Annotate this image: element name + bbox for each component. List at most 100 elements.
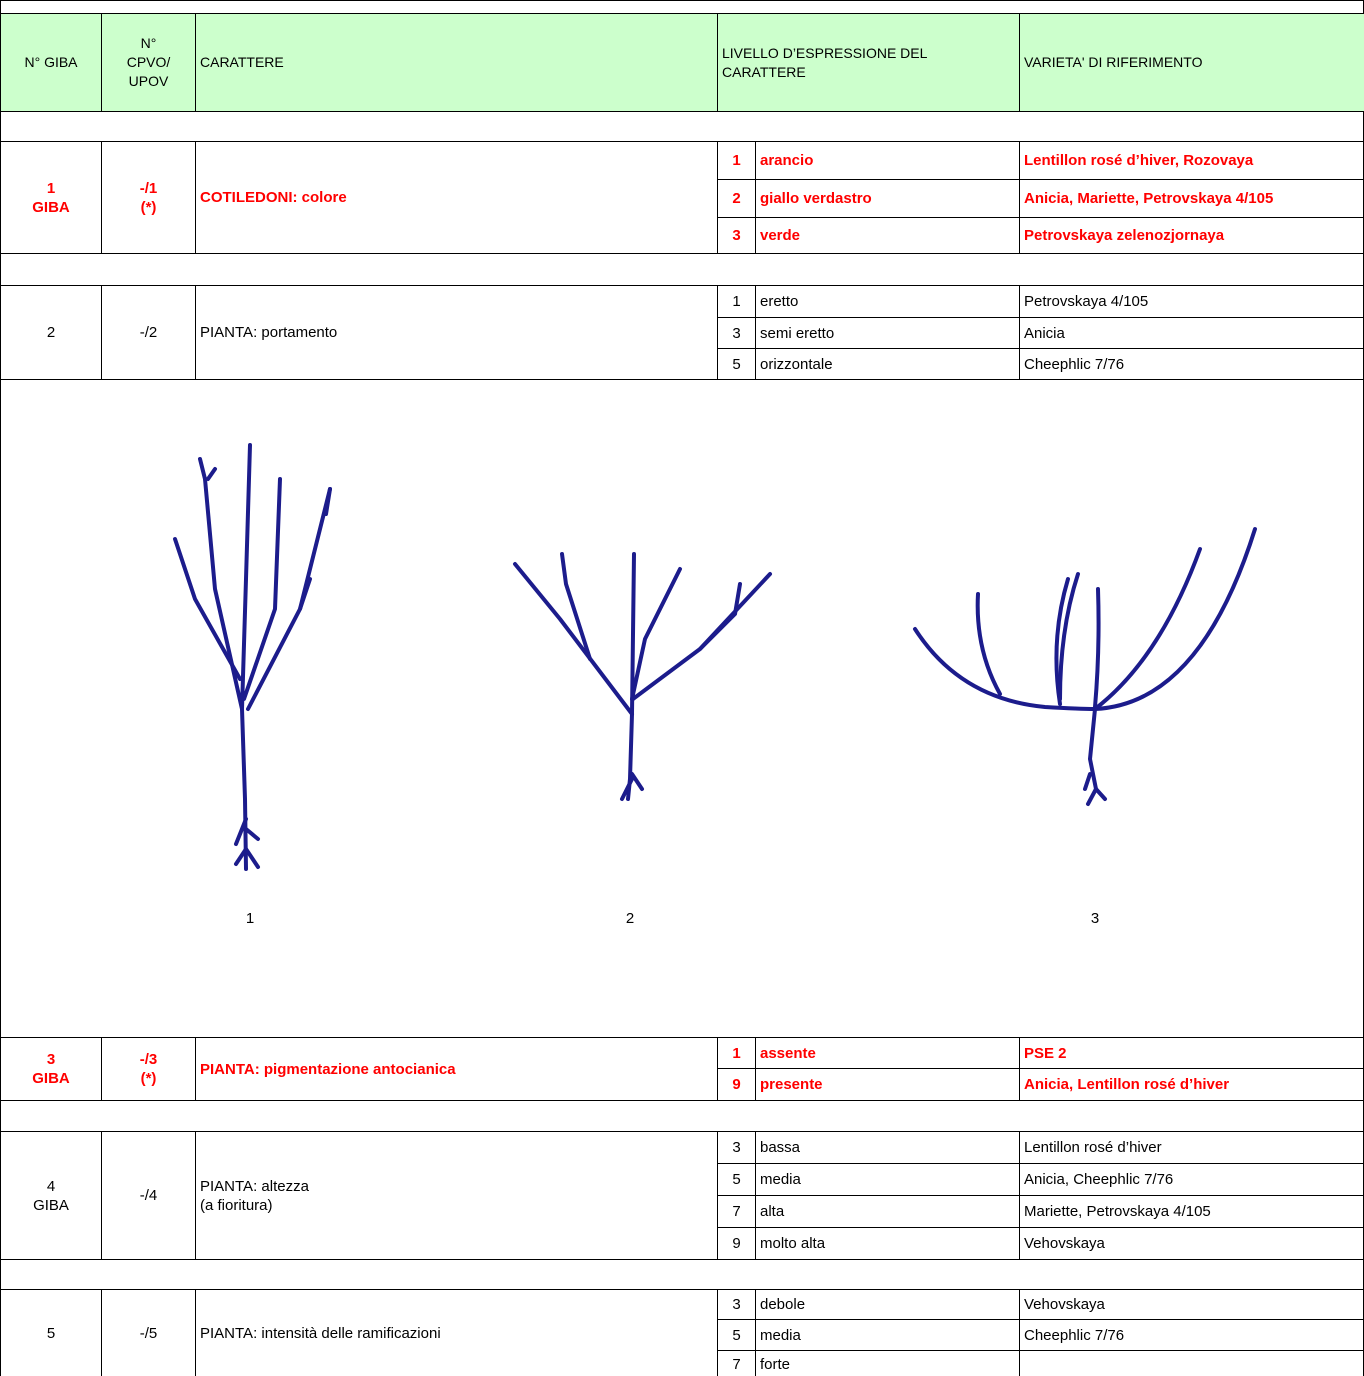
cell-text: 1	[46, 179, 56, 197]
cell-text: arancio	[760, 152, 814, 169]
cell-text: forte	[760, 1355, 791, 1373]
cell-text: CPVO/	[126, 54, 171, 70]
cell-text: 9	[732, 1076, 741, 1093]
level-note: 5	[717, 1163, 756, 1196]
level-note: 1	[717, 1037, 756, 1069]
cell-text: Petrovskaya zelenozjornaya	[1024, 227, 1225, 244]
level-note: 3	[717, 1131, 756, 1164]
giba-number: 5	[0, 1289, 102, 1376]
cell-text: 5	[732, 1326, 741, 1344]
cell-text: 4	[46, 1177, 56, 1195]
level-label: semi eretto	[755, 317, 1020, 349]
cell-text: Cheephlic 7/76	[1024, 355, 1125, 373]
level-label: assente	[755, 1037, 1020, 1069]
cell-text: orizzontale	[760, 355, 833, 373]
giba-number: 1 GIBA	[0, 141, 102, 254]
reference-varieties: Mariette, Petrovskaya 4/105	[1019, 1195, 1364, 1228]
cell-text: N° GIBA	[24, 54, 78, 70]
header-cell: CARATTERE	[195, 13, 718, 112]
cell-text: -/1	[139, 179, 158, 197]
cell-text: Cheephlic 7/76	[1024, 1326, 1125, 1344]
level-note: 5	[717, 348, 756, 380]
character-name: COTILEDONI: colore	[195, 141, 718, 254]
cell-text: molto alta	[760, 1235, 826, 1252]
level-note: 7	[717, 1350, 756, 1376]
cell-text: Anicia, Cheephlic 7/76	[1024, 1171, 1174, 1188]
cell-text: 7	[732, 1203, 741, 1220]
header-cell: LIVELLO D’ESPRESSIONE DEL CARATTERE	[717, 13, 1020, 112]
reference-varieties: Anicia, Mariette, Petrovskaya 4/105	[1019, 179, 1364, 218]
cell-text: Anicia, Lentillon rosé d’hiver	[1024, 1076, 1230, 1093]
cell-text: 3	[46, 1051, 56, 1068]
figure-label: 3	[1090, 910, 1100, 927]
cell-text: 5	[46, 1325, 56, 1342]
character-name: PIANTA: portamento	[195, 285, 718, 380]
level-label: molto alta	[755, 1227, 1020, 1260]
spacer-row	[0, 379, 1364, 1038]
plant-erect	[173, 443, 332, 871]
cell-text: -/5	[139, 1325, 158, 1342]
cell-text: 5	[732, 1171, 741, 1188]
cell-text: PIANTA: portamento	[200, 324, 338, 341]
header-cell: VARIETA' DI RIFERIMENTO	[1019, 13, 1364, 112]
cell-text: PSE 2	[1024, 1044, 1067, 1062]
reference-varieties: Anicia, Lentillon rosé d’hiver	[1019, 1068, 1364, 1101]
cell-text: semi eretto	[760, 324, 835, 342]
cell-text: Lentillon rosé d’hiver	[1024, 1139, 1162, 1156]
reference-varieties: Petrovskaya 4/105	[1019, 285, 1364, 318]
reference-varieties: Cheephlic 7/76	[1019, 348, 1364, 380]
cell-text: 1	[732, 1044, 741, 1062]
upov-number: -/1 (*)	[101, 141, 196, 254]
plant-figures	[173, 443, 1257, 871]
cell-text: Vehovskaya	[1024, 1296, 1105, 1313]
figure-label: 1	[245, 910, 255, 927]
level-note: 5	[717, 1319, 756, 1351]
level-label: debole	[755, 1289, 1020, 1320]
level-note: 3	[717, 1289, 756, 1320]
cell-text: 2	[46, 324, 56, 341]
cell-text: debole	[760, 1296, 806, 1313]
cell-text: (*)	[140, 1070, 157, 1087]
level-label: media	[755, 1319, 1020, 1351]
level-note: 7	[717, 1195, 756, 1228]
cell-text: 3	[732, 324, 741, 342]
upov-number: -/4	[101, 1131, 196, 1260]
cell-text: VARIETA' DI RIFERIMENTO	[1024, 54, 1203, 70]
cell-text: presente	[760, 1076, 823, 1093]
cell-text: 2	[732, 190, 741, 207]
cell-text: Lentillon rosé d’hiver, Rozovaya	[1024, 152, 1254, 169]
cell-text: 3	[732, 1296, 741, 1313]
spacer-row	[0, 1259, 1364, 1290]
level-label: media	[755, 1163, 1020, 1196]
level-label: eretto	[755, 285, 1020, 318]
cell-text: Anicia, Mariette, Petrovskaya 4/105	[1024, 190, 1274, 207]
cell-text: assente	[760, 1044, 816, 1062]
level-label: giallo verdastro	[755, 179, 1020, 218]
cell-text: CARATTERE	[200, 54, 284, 70]
reference-varieties: PSE 2	[1019, 1037, 1364, 1069]
cell-text: COTILEDONI: colore	[200, 189, 347, 206]
cell-text: GIBA	[33, 1196, 69, 1214]
cell-text: media	[760, 1171, 801, 1188]
reference-varieties: Anicia	[1019, 317, 1364, 349]
cell-text: -/2	[139, 324, 158, 341]
plant-horizontal	[913, 527, 1257, 806]
reference-varieties: Petrovskaya zelenozjornaya	[1019, 217, 1364, 254]
reference-varieties: Vehovskaya	[1019, 1289, 1364, 1320]
level-note: 1	[717, 285, 756, 318]
level-note: 3	[717, 317, 756, 349]
cell-text: (*)	[140, 198, 157, 216]
cell-text: eretto	[760, 293, 799, 310]
level-note: 9	[717, 1227, 756, 1260]
cell-text: 1	[732, 293, 741, 310]
upov-number: -/3 (*)	[101, 1037, 196, 1101]
header-cell: N° GIBA	[0, 13, 102, 112]
cell-text: GIBA	[32, 1070, 70, 1087]
cell-text: PIANTA: intensità delle ramificazioni	[200, 1325, 441, 1342]
reference-varieties: Lentillon rosé d’hiver	[1019, 1131, 1364, 1164]
cell-text: UPOV	[128, 73, 169, 89]
cell-text: PIANTA: altezza	[200, 1177, 309, 1195]
cell-text: 7	[732, 1355, 741, 1373]
giba-number: 3 GIBA	[0, 1037, 102, 1101]
cell-text: 9	[732, 1235, 741, 1252]
